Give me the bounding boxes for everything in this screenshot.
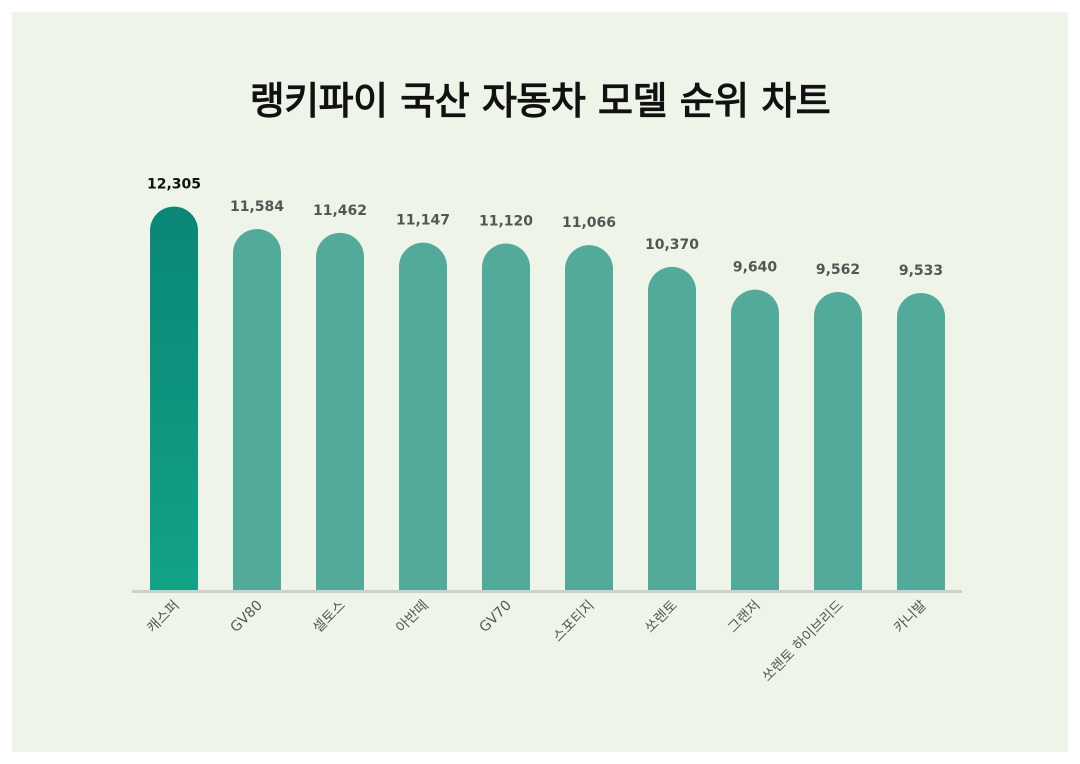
- category-label-9: 쏘렌토 하이브리드: [760, 597, 847, 684]
- chart-title: 랭키파이 국산 자동차 모델 순위 차트: [249, 79, 831, 123]
- value-label-9: 9,562: [816, 262, 860, 278]
- bar-8: [731, 289, 780, 590]
- bar-1: [150, 206, 198, 590]
- value-label-7: 10,370: [645, 237, 699, 253]
- category-label-4: 아반떼: [393, 598, 432, 637]
- bar-6: [565, 245, 613, 590]
- value-label-3: 11,462: [313, 203, 367, 219]
- value-label-5: 11,120: [479, 214, 533, 230]
- category-label-10: 카니발: [891, 597, 930, 636]
- category-label-8: 그랜저: [725, 598, 764, 637]
- bar-10: [897, 292, 945, 590]
- bar-5: [482, 243, 530, 590]
- bar-4: [399, 242, 447, 590]
- bar-2: [233, 229, 281, 591]
- value-label-10: 9,533: [899, 263, 943, 279]
- value-label-6: 11,066: [562, 215, 616, 231]
- category-label-2: GV80: [227, 598, 265, 636]
- category-label-3: 셀토스: [310, 597, 349, 636]
- category-label-6: 스포티지: [550, 598, 598, 646]
- bar-7: [648, 266, 696, 590]
- value-label-8: 9,640: [733, 260, 778, 276]
- value-label-2: 11,584: [230, 199, 284, 215]
- bars-group: [150, 206, 945, 591]
- value-label-4: 11,147: [396, 213, 450, 229]
- value-label-1: 12,305: [147, 177, 201, 193]
- bar-9: [814, 292, 862, 590]
- value-labels-group: 12,305 11,584 11,462 11,147 11,120 11,066 10,3…: [147, 177, 943, 279]
- category-label-5: GV70: [476, 598, 514, 636]
- bar-3: [316, 232, 364, 590]
- category-label-7: 쏘렌토: [642, 597, 681, 636]
- category-label-1: 캐스퍼: [144, 598, 183, 637]
